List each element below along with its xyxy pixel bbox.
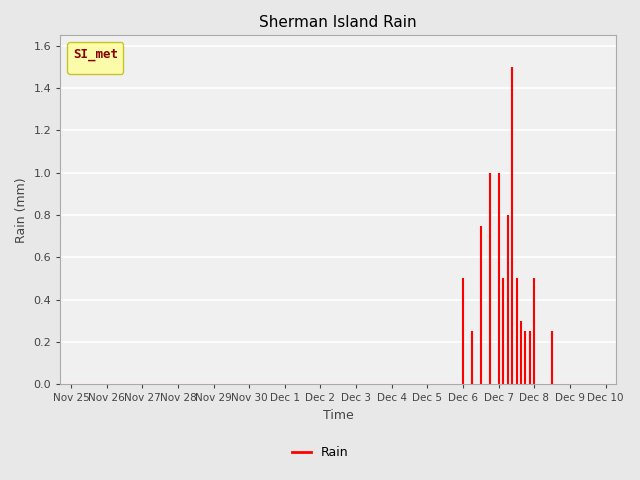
X-axis label: Time: Time	[323, 409, 354, 422]
Legend: 	[67, 42, 124, 73]
Legend: Rain: Rain	[287, 441, 353, 464]
Y-axis label: Rain (mm): Rain (mm)	[15, 177, 28, 242]
Title: Sherman Island Rain: Sherman Island Rain	[259, 15, 417, 30]
